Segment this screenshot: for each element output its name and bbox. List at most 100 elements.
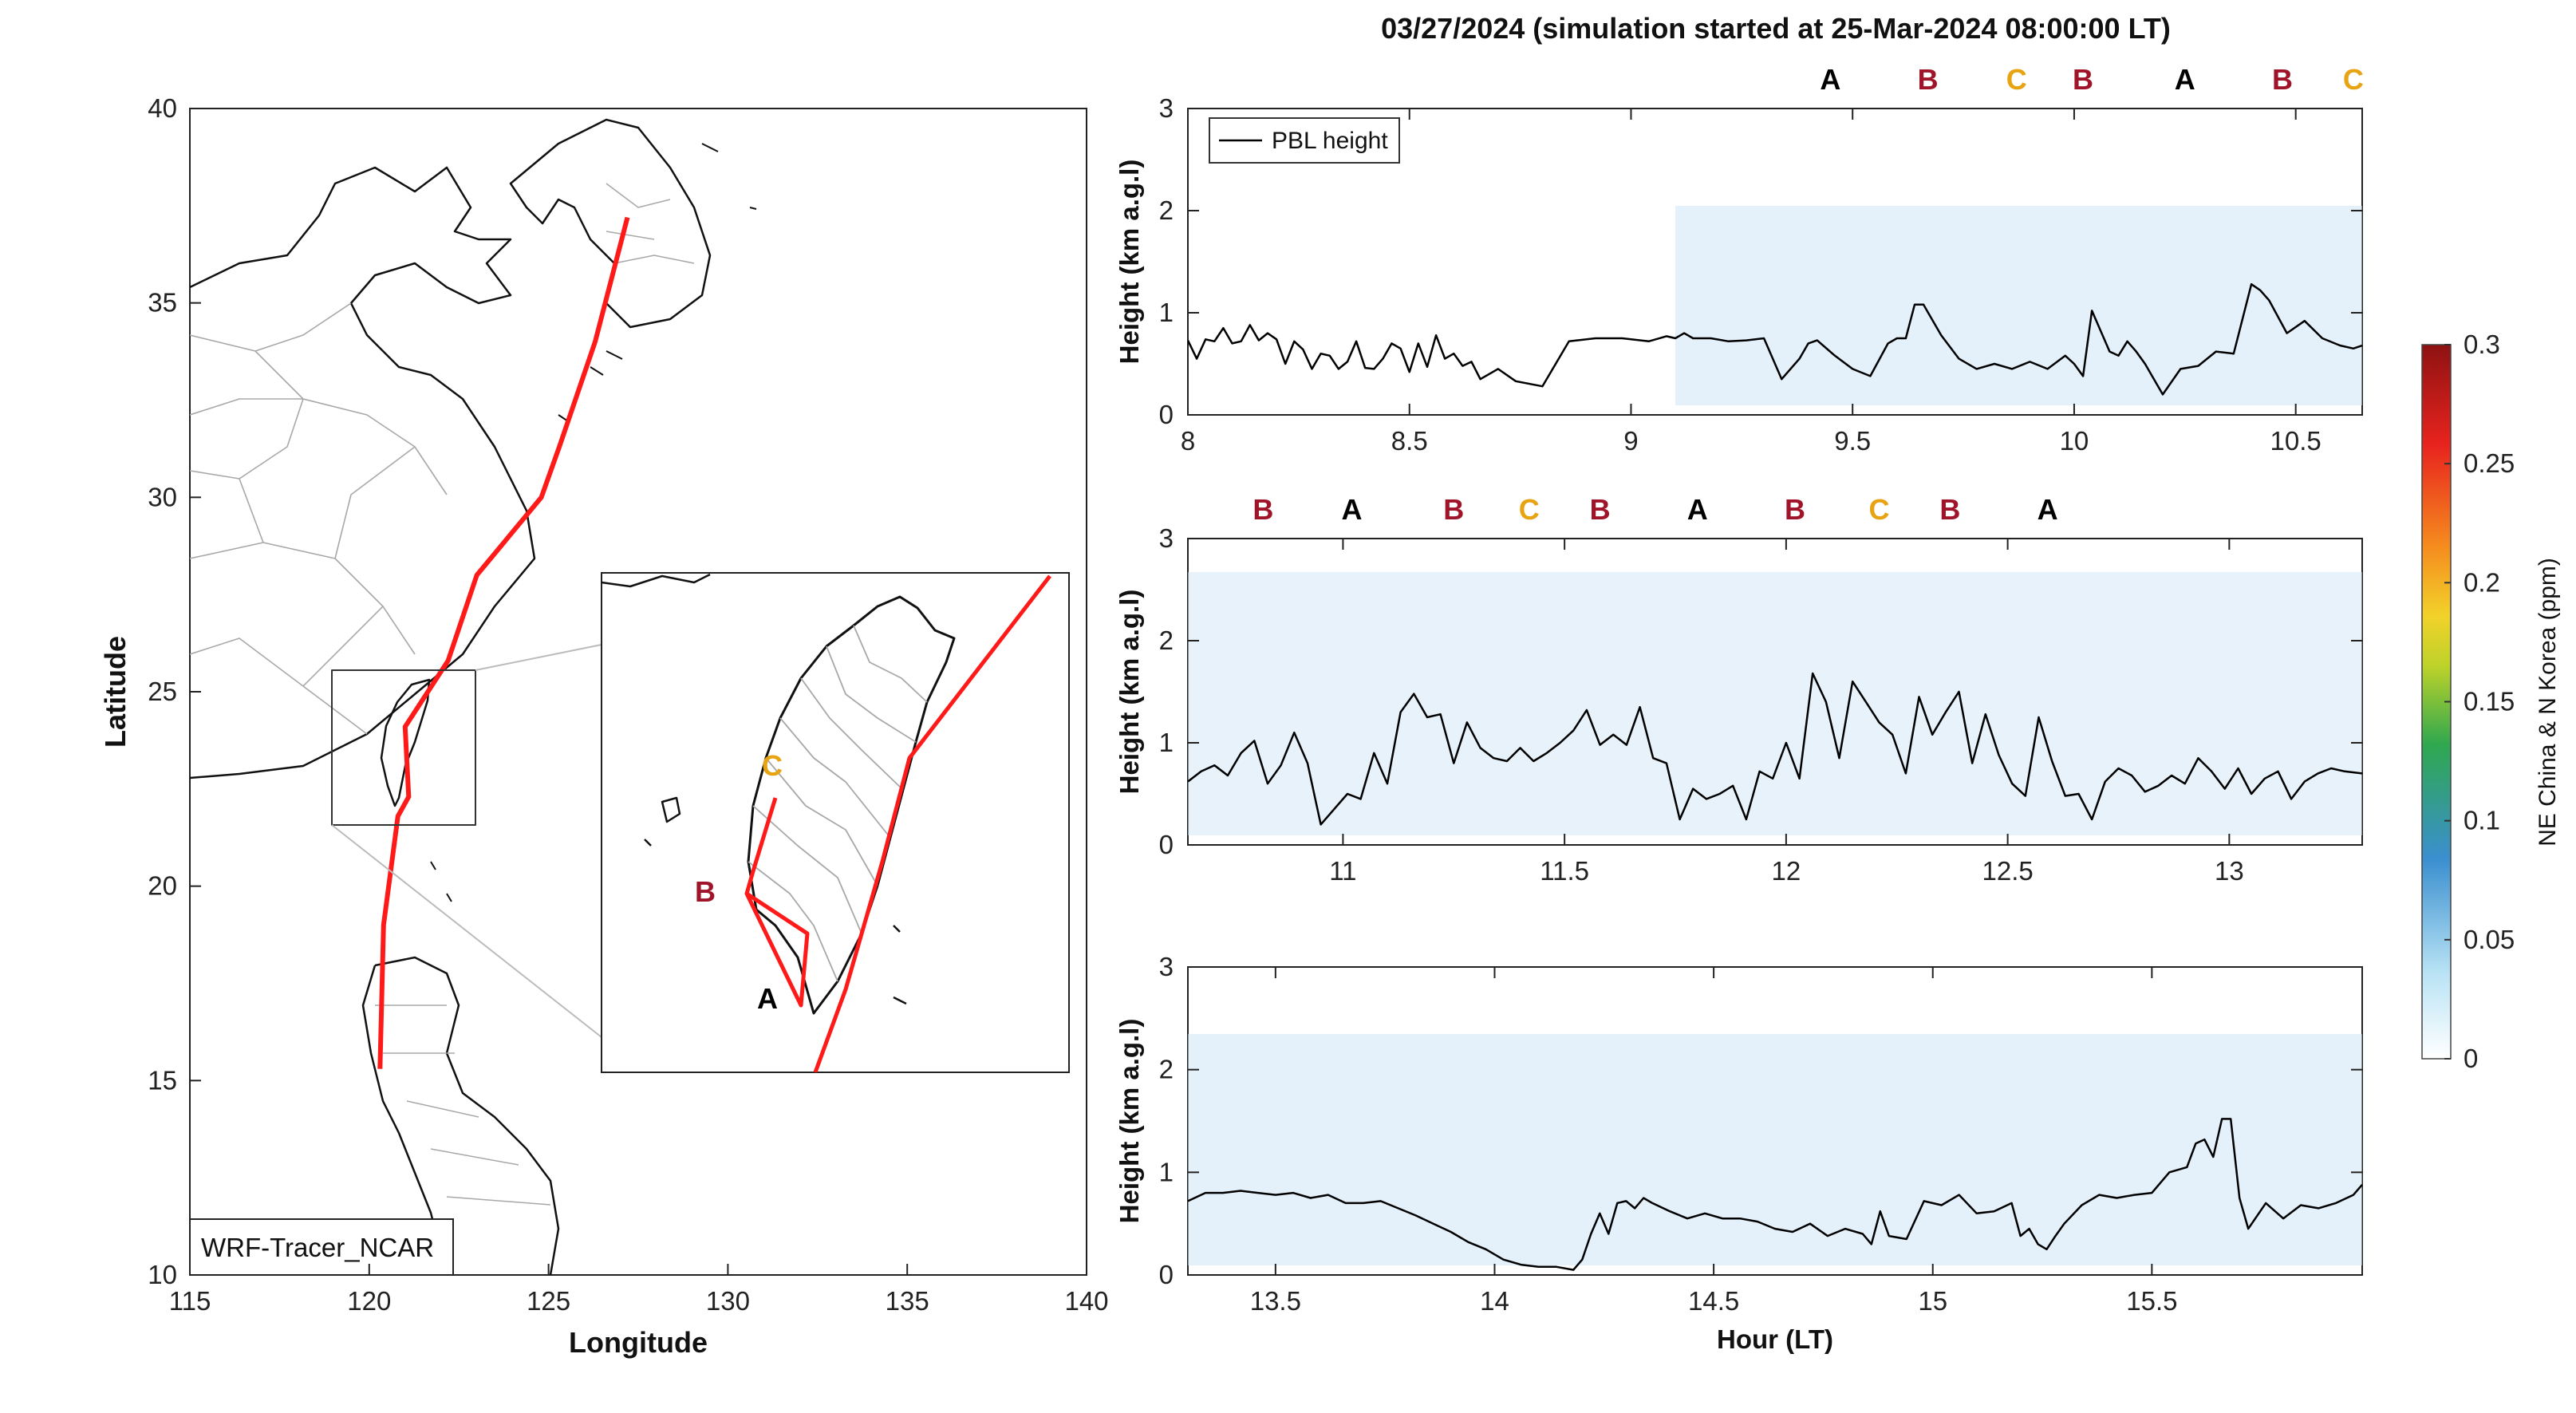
panel-3-x-tick-label: 15.5 bbox=[2126, 1286, 2177, 1316]
source-label: WRF-Tracer_NCAR bbox=[201, 1233, 434, 1262]
inset-frame bbox=[601, 572, 1070, 1073]
inset-guide-bottom bbox=[331, 824, 602, 1038]
map-x-tick-labels: 115 120 125 130 135 140 bbox=[169, 1264, 1109, 1316]
panel-1-pbl-line bbox=[1188, 282, 2362, 396]
panel-1-x-tick-label: 8 bbox=[1181, 426, 1195, 456]
source-label-box bbox=[189, 1218, 454, 1276]
location-label-c: C bbox=[1869, 493, 1890, 526]
panel-3-x-axis-label: Hour (LT) bbox=[1717, 1324, 1833, 1354]
panel-1-y-tick-label: 2 bbox=[1159, 195, 1174, 225]
colorbar-tick-labels: 0 0.05 0.1 0.15 0.2 0.25 0.3 bbox=[2444, 330, 2515, 1073]
map-y-tick-label: 25 bbox=[148, 677, 177, 706]
panel-1-x-tick-label: 9 bbox=[1623, 426, 1638, 456]
korea-coastline bbox=[509, 118, 712, 329]
location-label-a: A bbox=[1342, 493, 1363, 526]
inset-box bbox=[331, 669, 476, 826]
panel-3-y-axis-label: Height (km a.g.l) bbox=[1114, 1019, 1144, 1224]
korea-provinces bbox=[606, 183, 695, 264]
panel-1-y-tick-label: 0 bbox=[1159, 400, 1174, 429]
panel-3-y-tick-label: 3 bbox=[1159, 952, 1174, 981]
location-label-a: A bbox=[1687, 493, 1708, 526]
ryukyu-islands bbox=[430, 143, 757, 902]
location-label-c: C bbox=[2343, 63, 2364, 96]
map-x-axis-label: Longitude bbox=[569, 1326, 708, 1359]
panel-1-tracer-field bbox=[1675, 206, 2362, 405]
panel-2-y-tick-label: 2 bbox=[1159, 626, 1174, 655]
location-label-a: A bbox=[1820, 63, 1840, 96]
figure-title: 03/27/2024 (simulation started at 25-Mar… bbox=[1381, 12, 2171, 45]
panel-1-x-tick-label: 8.5 bbox=[1391, 426, 1428, 456]
location-label-c: C bbox=[2006, 63, 2027, 96]
panel-1-x-tick-label: 10.5 bbox=[2270, 426, 2322, 456]
panel-1-x-tick-label: 9.5 bbox=[1834, 426, 1871, 456]
trajectory-line bbox=[377, 216, 630, 1069]
map-y-tick-label: 30 bbox=[148, 482, 177, 511]
panel-2-x-tick-label: 13 bbox=[2215, 856, 2244, 886]
panel-2-x-tick-label: 12 bbox=[1772, 856, 1801, 886]
panel-2-y-tick-label: 1 bbox=[1159, 728, 1174, 757]
location-label-b: B bbox=[1785, 493, 1805, 526]
inset-marker-b: B bbox=[695, 875, 716, 908]
colorbar-tick-label: 0.25 bbox=[2464, 448, 2515, 478]
location-label-b: B bbox=[1590, 493, 1611, 526]
china-provinces bbox=[190, 302, 448, 735]
panel-3-pbl-line bbox=[1188, 1118, 2362, 1271]
panel-1-x-tick-label: 10 bbox=[2060, 426, 2089, 456]
panel-3-y-tick-label: 2 bbox=[1159, 1055, 1174, 1084]
colorbar-tick-label: 0.15 bbox=[2464, 687, 2515, 716]
inset-marker-a: A bbox=[757, 982, 778, 1015]
location-label-b: B bbox=[2272, 63, 2293, 96]
panel-3-x-tick-label: 14 bbox=[1480, 1286, 1509, 1316]
map-y-tick-label: 10 bbox=[148, 1260, 177, 1289]
panel-2-x-tick-label: 11 bbox=[1329, 856, 1356, 886]
taiwan-island bbox=[380, 678, 431, 807]
map-y-tick-label: 40 bbox=[148, 93, 177, 123]
map-y-tick-label: 15 bbox=[148, 1065, 177, 1095]
inset-penghu-islands bbox=[644, 796, 907, 1005]
panel-3-x-tick-label: 15 bbox=[1918, 1286, 1947, 1316]
panel-2-pbl-line bbox=[1188, 672, 2362, 826]
map-x-tick-label: 125 bbox=[527, 1286, 570, 1316]
colorbar-tick-label: 0.2 bbox=[2464, 567, 2500, 597]
panel-1-y-axis-label: Height (km a.g.l) bbox=[1114, 160, 1144, 365]
map-y-tick-label: 35 bbox=[148, 288, 177, 318]
pbl-panel-1: 8 8.5 9 9.5 10 10.5 0 1 2 3 A B C B A B C Height (km a.… bbox=[1114, 63, 2364, 456]
inset-china-coast bbox=[602, 573, 711, 588]
luzon-island bbox=[361, 956, 560, 1275]
map-x-tick-label: 140 bbox=[1064, 1286, 1108, 1316]
inset-map: C B A bbox=[601, 572, 1070, 1073]
panel-2-y-tick-label: 0 bbox=[1159, 830, 1174, 859]
colorbar-tick-label: 0.1 bbox=[2464, 806, 2500, 835]
colorbar: 0 0.05 0.1 0.15 0.2 0.25 0.3 NE China & N Kore… bbox=[2421, 330, 2561, 1073]
panel-2-y-tick-label: 3 bbox=[1159, 523, 1174, 553]
panel-1-y-tick-label: 3 bbox=[1159, 93, 1174, 123]
inset-marker-c: C bbox=[762, 749, 783, 782]
colorbar-tick-label: 0.3 bbox=[2464, 330, 2500, 359]
map-land bbox=[190, 118, 757, 1275]
china-coastline bbox=[190, 166, 536, 780]
panel-2-x-tick-label: 11.5 bbox=[1540, 856, 1589, 886]
location-label-b: B bbox=[1443, 493, 1464, 526]
location-label-a: A bbox=[2038, 493, 2058, 526]
inset-guide-top bbox=[475, 644, 602, 671]
map-y-axis-label: Latitude bbox=[99, 636, 132, 748]
legend-label: PBL height bbox=[1272, 128, 1388, 154]
map-x-tick-label: 120 bbox=[347, 1286, 391, 1316]
location-label-b: B bbox=[2073, 63, 2093, 96]
location-label-b: B bbox=[1939, 493, 1960, 526]
panel-3-y-tick-label: 0 bbox=[1159, 1260, 1174, 1289]
panel-1-tick-labels: 8 8.5 9 9.5 10 10.5 0 1 2 3 bbox=[1159, 93, 2362, 456]
map-x-tick-label: 115 bbox=[169, 1286, 211, 1316]
panel-2-y-axis-label: Height (km a.g.l) bbox=[1114, 590, 1144, 795]
panel-2-x-tick-label: 12.5 bbox=[1982, 856, 2034, 886]
panel-1-y-tick-label: 1 bbox=[1159, 298, 1174, 327]
colorbar-tick-label: 0 bbox=[2464, 1044, 2478, 1073]
panel-3-x-tick-label: 13.5 bbox=[1250, 1286, 1301, 1316]
location-label-b: B bbox=[1918, 63, 1939, 96]
colorbar-label: NE China & N Korea (ppm) bbox=[2535, 558, 2561, 847]
